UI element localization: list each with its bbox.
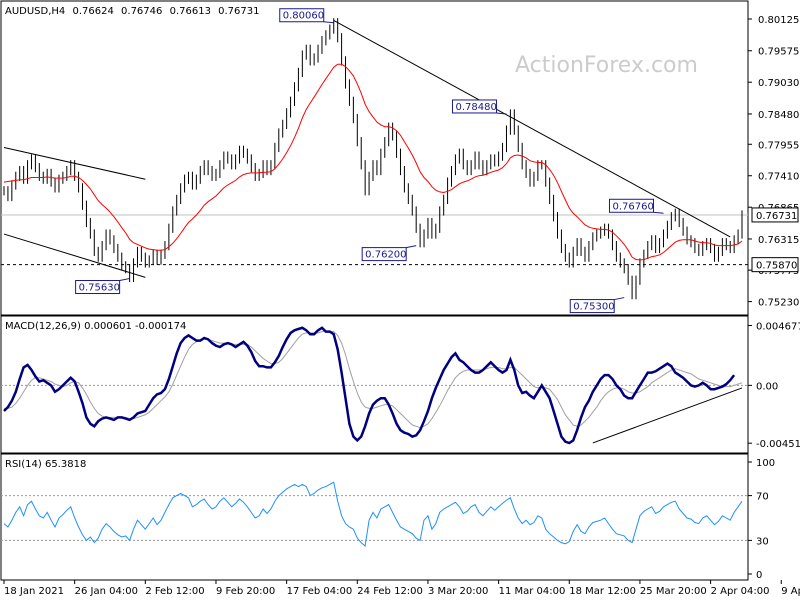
annotation-label: 0.80060 <box>283 11 324 22</box>
price-tick-label: 0.76315 <box>758 235 799 246</box>
rsi-tick-label: 0 <box>756 570 762 581</box>
time-tick-label: 9 Apr 12:00 <box>781 586 800 597</box>
price-tick-label: 0.75230 <box>758 298 799 309</box>
rsi-tick-label: 70 <box>756 492 769 503</box>
price-grid <box>1 214 748 266</box>
annotation-box <box>569 299 615 314</box>
price-tick-label: 0.79575 <box>758 47 799 58</box>
rsi-line <box>3 481 743 547</box>
current-price-box <box>751 207 799 223</box>
time-tick-label: 24 Feb 12:00 <box>357 586 423 597</box>
price-tick-label: 0.78480 <box>758 110 799 121</box>
macd-tick-label: 0.004677 <box>756 321 800 332</box>
time-tick-label: 2 Apr 04:00 <box>711 586 770 597</box>
annotation-label: 0.75630 <box>79 283 120 294</box>
annotation-label: 0.76200 <box>365 250 406 261</box>
macd-panel-frame <box>0 315 749 454</box>
macd-trendline <box>592 387 743 444</box>
price-trendline <box>333 19 731 238</box>
ohlc-low: 0.76613 <box>170 6 211 17</box>
time-tick-label: 11 Mar 04:00 <box>499 586 566 597</box>
annotation-leader <box>653 211 664 214</box>
price-tick-label: 0.77410 <box>758 172 799 183</box>
support-level-label: 0.75870 <box>756 261 797 272</box>
watermark: ActionForex.com <box>515 53 698 78</box>
annotation-box <box>608 198 654 213</box>
symbol-label: AUDUSD,H4 <box>5 6 65 17</box>
time-tick-label: 2 Feb 12:00 <box>145 586 204 597</box>
current-price-label: 0.76731 <box>756 211 797 222</box>
rsi-tick-label: 100 <box>756 458 775 469</box>
time-tick-label: 18 Jan 2021 <box>4 586 64 597</box>
macd-tick-label: -0.004519 <box>756 439 800 450</box>
price-tick-label: 0.80125 <box>758 15 799 26</box>
time-axis: 18 Jan 2021 26 Jan 04:00 2 Feb 12:00 9 Feb … <box>3 580 800 597</box>
time-tick-label: 3 Mar 20:00 <box>428 586 488 597</box>
rsi-lines <box>3 481 743 547</box>
time-tick-label: 18 Mar 12:00 <box>569 586 636 597</box>
price-annotations: 0.80060 0.78480 0.76200 0.75630 0.75300 0.767… <box>75 8 664 314</box>
price-chart-title: AUDUSD,H4 0.76624 0.76746 0.76613 0.7673… <box>5 6 259 17</box>
annotation-leader <box>406 245 417 249</box>
macd-tick-label: 0.00 <box>756 381 778 392</box>
annotation-leader <box>323 21 334 24</box>
price-lines <box>3 18 743 300</box>
annotation-leader <box>614 297 625 301</box>
ohlc-open: 0.76624 <box>72 6 113 17</box>
annotation-box <box>361 247 407 262</box>
time-tick-label: 17 Feb 04:00 <box>287 586 353 597</box>
macd-lines <box>3 326 743 445</box>
support-level-box <box>751 257 799 273</box>
rsi-tick-label: 30 <box>756 536 769 547</box>
annotation-leader <box>496 112 507 115</box>
time-tick-label: 9 Feb 20:00 <box>216 586 275 597</box>
rsi-panel-frame <box>0 453 749 581</box>
price-tick-label: 0.79030 <box>758 78 799 89</box>
ohlc-high: 0.76746 <box>121 6 162 17</box>
time-tick-label: 26 Jan 04:00 <box>75 586 138 597</box>
macd-line <box>3 326 736 445</box>
rsi-axis: 100 70 30 0 <box>1 458 775 581</box>
time-tick-label: 25 Mar 20:00 <box>640 586 707 597</box>
annotation-box <box>451 99 497 114</box>
moving-average-line <box>3 63 743 261</box>
rsi-title: RSI(14) 65.3818 <box>5 459 86 470</box>
annotation-label: 0.75300 <box>573 302 614 313</box>
annotation-box <box>279 8 325 23</box>
annotation-label: 0.78480 <box>455 102 496 113</box>
ohlc-close: 0.76731 <box>218 6 259 17</box>
price-axis: 0.80125 0.79575 0.79030 0.78480 0.77955 0.774… <box>748 15 799 309</box>
macd-title: MACD(12,26,9) 0.000601 -0.000174 <box>5 321 186 332</box>
annotation-box <box>75 280 121 295</box>
price-tick-label: 0.77955 <box>758 140 799 151</box>
macd-axis: 0.004677 0.00 -0.004519 <box>1 321 800 450</box>
annotation-label: 0.76760 <box>612 201 653 212</box>
annotation-leader <box>119 278 130 282</box>
